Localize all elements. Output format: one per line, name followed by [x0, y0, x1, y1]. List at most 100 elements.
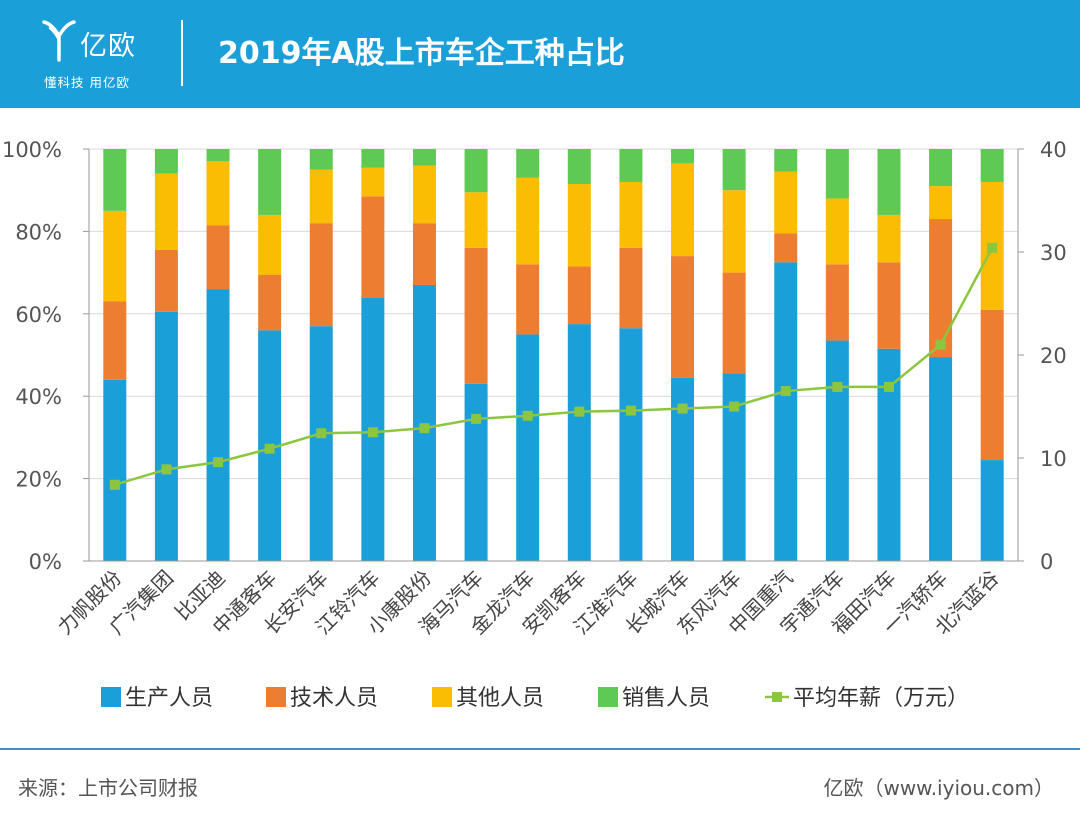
- bar-segment: [929, 219, 953, 358]
- salary-point: [987, 242, 998, 253]
- page-title: 2019年A股上市车企工种占比: [218, 36, 625, 71]
- bar-segment: [154, 249, 178, 312]
- right-tick-label: 10: [1040, 447, 1067, 471]
- source-note: 来源：上市公司财报: [18, 776, 198, 800]
- salary-point: [522, 410, 533, 421]
- chart-axes: [83, 148, 1024, 562]
- salary-point: [213, 457, 224, 468]
- bar-segment: [825, 149, 849, 199]
- bar-segment: [103, 210, 127, 302]
- legend-label: 生产人员: [125, 686, 213, 711]
- salary-point: [316, 428, 327, 439]
- left-tick-label: 40%: [15, 385, 62, 409]
- bar-segment: [567, 184, 591, 267]
- chart-legend: 生产人员 技术人员 其他人员 销售人员 平均年薪（万元）: [101, 686, 969, 711]
- salary-line-path: [114, 247, 994, 486]
- bar-segment: [309, 326, 333, 561]
- legend-marker: [772, 692, 782, 702]
- axis-ticks: 0% 20% 40% 60% 80% 100% 0 10 20 30 40: [2, 138, 1067, 574]
- legend-swatch: [266, 687, 286, 707]
- bar-segment: [516, 264, 540, 335]
- bar-segment: [619, 149, 643, 182]
- logo-name: 亿欧: [80, 31, 136, 62]
- left-tick-label: 100%: [2, 138, 62, 162]
- salary-point: [161, 464, 172, 475]
- bar-segment: [464, 149, 488, 193]
- bar-segment: [206, 161, 230, 226]
- bar-segment: [412, 223, 436, 285]
- bar-segment: [361, 149, 385, 168]
- salary-line: [109, 242, 998, 490]
- bar-segment: [825, 198, 849, 265]
- bar-segment: [103, 379, 127, 561]
- yiou-logo-icon: [42, 20, 76, 62]
- salary-point: [109, 479, 120, 490]
- bar-segment: [258, 214, 282, 275]
- bar-segment: [412, 149, 436, 166]
- bar-segment: [516, 177, 540, 265]
- logo-slogan: 懂科技 用亿欧: [44, 75, 130, 90]
- bar-segment: [722, 190, 746, 273]
- salary-point: [677, 403, 688, 414]
- salary-point: [729, 401, 740, 412]
- bar-segment: [671, 149, 695, 164]
- footer-divider: [0, 748, 1080, 750]
- salary-point: [367, 427, 378, 438]
- right-tick-label: 40: [1040, 138, 1067, 162]
- bar-segment: [464, 192, 488, 248]
- salary-point: [419, 423, 430, 434]
- bar-segment: [722, 149, 746, 191]
- bar-segment: [103, 301, 127, 380]
- bar-segment: [619, 181, 643, 248]
- header-divider: [181, 20, 183, 86]
- bar-segment: [722, 272, 746, 374]
- bar-segment: [361, 196, 385, 298]
- right-tick-label: 0: [1040, 550, 1053, 574]
- bar-segment: [722, 373, 746, 561]
- bar-segment: [929, 186, 953, 220]
- bar-segment: [774, 149, 798, 172]
- salary-point: [264, 443, 275, 454]
- bar-segment: [154, 149, 178, 174]
- bar-segment: [258, 149, 282, 215]
- salary-point: [935, 339, 946, 350]
- legend-swatch: [101, 687, 121, 707]
- stacked-bar-chart: 0% 20% 40% 60% 80% 100% 0 10 20 30 40 力帆股份广汽集团比亚迪中…: [2, 138, 1067, 711]
- bar-segment: [567, 324, 591, 561]
- bar-segment: [980, 309, 1004, 461]
- bar-segment: [929, 357, 953, 561]
- right-tick-label: 30: [1040, 241, 1067, 265]
- logo: 亿欧 懂科技 用亿欧: [42, 16, 152, 92]
- bar-segment: [464, 383, 488, 561]
- bar-segment: [774, 171, 798, 234]
- salary-point: [832, 381, 843, 392]
- bar-segment: [309, 169, 333, 224]
- bar-segment: [412, 165, 436, 224]
- chart-bars: [103, 149, 1004, 561]
- legend-label: 销售人员: [622, 686, 710, 711]
- bar-segment: [877, 262, 901, 349]
- left-tick-label: 60%: [15, 303, 62, 327]
- left-tick-label: 0%: [29, 550, 62, 574]
- legend-label: 其他人员: [456, 686, 544, 711]
- bar-segment: [980, 149, 1004, 182]
- bar-segment: [567, 266, 591, 325]
- bar-segment: [825, 264, 849, 341]
- bar-segment: [309, 149, 333, 170]
- bar-segment: [103, 149, 127, 211]
- bar-segment: [929, 149, 953, 187]
- right-tick-label: 20: [1040, 344, 1067, 368]
- bar-segment: [206, 149, 230, 162]
- header-banner: 亿欧 懂科技 用亿欧 2019年A股上市车企工种占比: [0, 0, 1080, 108]
- left-tick-label: 20%: [15, 468, 62, 492]
- legend-label: 平均年薪（万元）: [793, 686, 969, 711]
- brand-note: 亿欧（www.iyiou.com）: [823, 776, 1054, 800]
- salary-point: [471, 413, 482, 424]
- salary-point: [625, 405, 636, 416]
- legend-swatch: [598, 687, 618, 707]
- bar-segment: [309, 223, 333, 327]
- bar-segment: [154, 173, 178, 250]
- bar-segment: [671, 163, 695, 257]
- bar-segment: [464, 247, 488, 384]
- bar-segment: [671, 377, 695, 561]
